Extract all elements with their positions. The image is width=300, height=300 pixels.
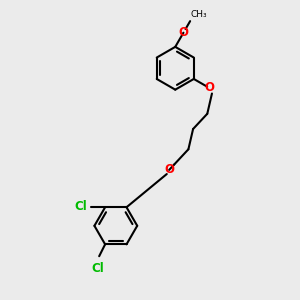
Text: Cl: Cl <box>74 200 87 213</box>
Text: CH₃: CH₃ <box>191 10 207 19</box>
Text: O: O <box>205 81 214 94</box>
Text: Cl: Cl <box>91 262 104 275</box>
Text: O: O <box>178 26 188 39</box>
Text: O: O <box>164 164 174 176</box>
